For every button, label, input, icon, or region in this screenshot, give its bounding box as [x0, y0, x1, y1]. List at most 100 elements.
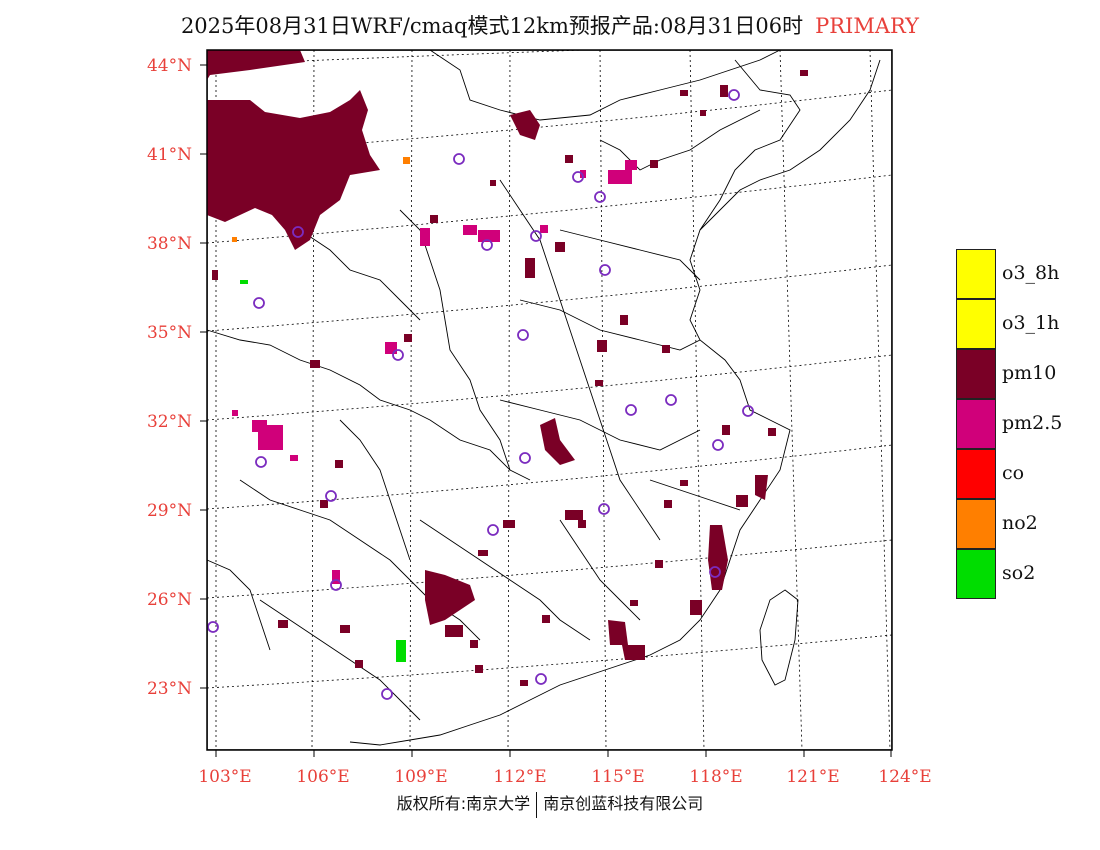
pm10-hotspot-guangdong-2 [622, 645, 645, 660]
pm10-cell [680, 480, 688, 486]
map-border [206, 49, 893, 751]
lat-label: 26°N [147, 590, 192, 610]
station-marker [453, 153, 465, 165]
lon-label: 103°E [198, 767, 251, 787]
pm10-plume-northwest [207, 50, 305, 80]
legend-swatch [956, 299, 996, 349]
pm10-cell [722, 425, 730, 435]
legend-label: co [1002, 462, 1025, 484]
so2-cell [240, 280, 248, 284]
title-tag: PRIMARY [815, 14, 920, 38]
pm10-cell [655, 560, 663, 568]
station-marker [325, 490, 337, 502]
title-main: 2025年08月31日WRF/cmaq模式12km预报产品:08月31日06时 [180, 14, 804, 38]
pm10-cell [680, 90, 688, 96]
prov-15 [206, 559, 271, 651]
pm10-cell [490, 180, 496, 186]
station-marker [517, 329, 529, 341]
lat-labels: 44°N 41°N 38°N 35°N 32°N 29°N 26°N 23°N [147, 56, 192, 699]
pm10-cell [736, 495, 748, 507]
prov-5 [519, 299, 701, 351]
map-title: 2025年08月31日WRF/cmaq模式12km预报产品:08月31日06时 P… [0, 10, 1100, 40]
prov-12 [339, 419, 411, 561]
pm10-cell [404, 334, 412, 342]
lon-ticks [215, 750, 892, 757]
pm10-cell [212, 270, 218, 280]
pm10-cell [578, 520, 586, 528]
station-marker [519, 452, 531, 464]
lon-line-118 [689, 49, 705, 751]
pm10-cell [630, 600, 638, 606]
pm10-cell [768, 428, 776, 436]
prov-16 [649, 479, 741, 511]
pm10-cell [565, 510, 583, 520]
prov-11 [299, 229, 421, 321]
lon-label: 112°E [493, 767, 546, 787]
station-marker [572, 171, 584, 183]
pm10-cell [503, 520, 515, 528]
legend-item-co: co [956, 449, 1096, 499]
copyright-left: 版权所有:南京大学 [396, 794, 531, 813]
station-marker [207, 621, 219, 633]
pm10-cell [430, 215, 438, 223]
legend-swatch [956, 399, 996, 449]
copyright-footer: 版权所有:南京大学 南京创蓝科技有限公司 [0, 790, 1100, 818]
pm10-hotspot-fujian-2 [755, 475, 768, 500]
station-marker [530, 230, 542, 242]
legend-item-so2: so2 [956, 549, 1096, 599]
legend-swatch [956, 249, 996, 299]
prov-10 [259, 599, 421, 721]
pm25-cell [540, 225, 548, 233]
no2-cells [232, 157, 410, 242]
legend-swatch [956, 349, 996, 399]
pm10-cells [207, 50, 808, 686]
legend-swatch [956, 449, 996, 499]
prov-1 [206, 329, 531, 481]
pm10-cell [620, 315, 628, 325]
so2-cell [396, 640, 406, 662]
pm10-plume-inner-mongolia [510, 110, 540, 140]
legend-item-no2: no2 [956, 499, 1096, 549]
station-marker [625, 404, 637, 416]
prov-9 [559, 519, 641, 621]
station-marker [255, 456, 267, 468]
pm10-cell [340, 625, 350, 633]
pm25-cell [463, 225, 477, 235]
pm25-cell [290, 455, 298, 461]
footer-divider [536, 791, 538, 818]
station-marker [598, 503, 610, 515]
station-marker [381, 688, 393, 700]
legend-label: no2 [1002, 512, 1038, 534]
lon-label: 121°E [786, 767, 839, 787]
lat-ticks [200, 64, 207, 689]
station-marker [487, 524, 499, 536]
lat-label: 35°N [147, 323, 192, 343]
prov-14 [699, 59, 881, 231]
prov-13 [599, 109, 761, 171]
pm10-cell [690, 600, 702, 615]
legend-label: so2 [1002, 562, 1036, 584]
pm10-plume-north [207, 90, 380, 250]
pm10-cell [478, 550, 488, 556]
station-marker [594, 191, 606, 203]
lon-line-115 [599, 49, 607, 751]
pm10-cell [565, 155, 573, 163]
border-north [429, 49, 781, 121]
pm10-cell [525, 258, 535, 278]
pm10-cell [700, 110, 706, 116]
station-marker [742, 405, 754, 417]
legend-swatch [956, 499, 996, 549]
pm10-cell [650, 160, 658, 168]
station-marker [292, 226, 304, 238]
station-marker [392, 349, 404, 361]
legend-item-o3-8h: o3_8h [956, 249, 1096, 299]
lat-line-41 [206, 89, 893, 156]
pm25-cell [608, 170, 632, 184]
coastline [349, 59, 801, 746]
lat-label: 44°N [147, 56, 192, 76]
pm10-cell [355, 660, 363, 668]
pm25-cell [232, 410, 238, 416]
lon-label: 109°E [394, 767, 447, 787]
station-marker [253, 297, 265, 309]
